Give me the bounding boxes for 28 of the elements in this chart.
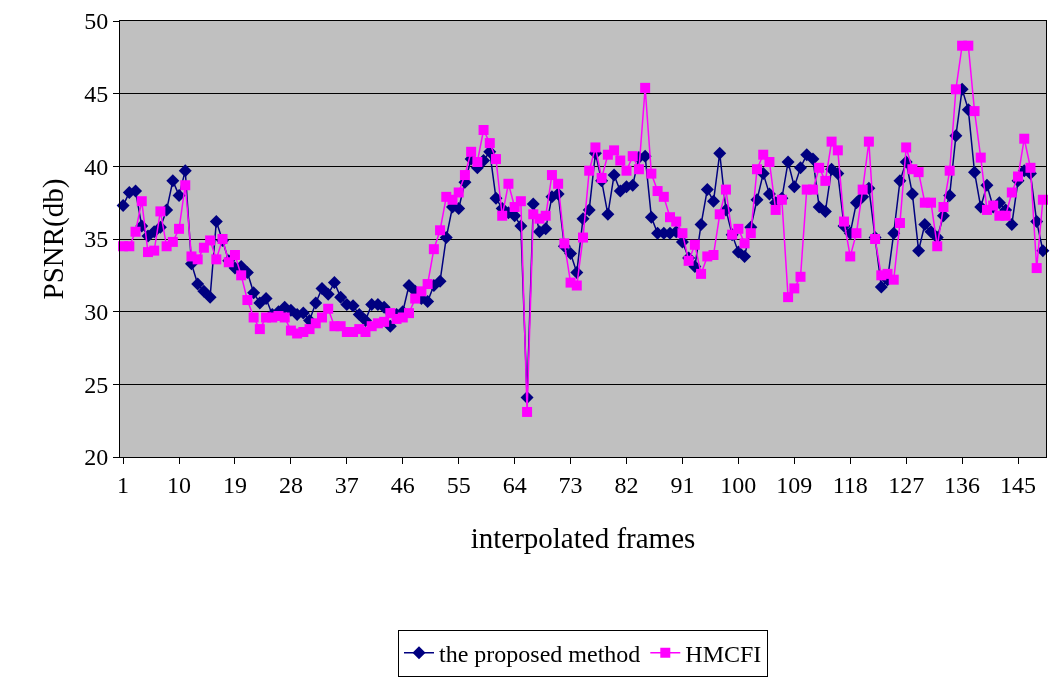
y-tick-label: 35 <box>84 226 109 253</box>
x-tick-label: 91 <box>670 471 695 498</box>
x-tick-label: 136 <box>944 471 981 498</box>
x-tick-label: 118 <box>832 471 868 498</box>
y-tick-label: 25 <box>84 371 109 398</box>
x-tick-label: 1 <box>117 471 130 498</box>
y-tick-label: 45 <box>84 81 109 108</box>
x-tick-label: 100 <box>720 471 757 498</box>
y-tick-label: 20 <box>84 444 109 471</box>
x-tick-label: 37 <box>334 471 359 498</box>
x-tick-label: 82 <box>614 471 639 498</box>
x-tick-label: 19 <box>222 471 247 498</box>
x-tick-label: 46 <box>390 471 415 498</box>
x-axis-title: interpolated frames <box>470 521 696 554</box>
legend-label: HMCFI <box>685 641 762 668</box>
x-tick-label: 109 <box>776 471 813 498</box>
x-tick-label: 73 <box>558 471 583 498</box>
y-tick-label: 50 <box>84 8 109 35</box>
legend-label: the proposed method <box>439 641 641 668</box>
y-tick-label: 40 <box>84 153 109 180</box>
x-tick-label: 10 <box>167 471 192 498</box>
x-tick-label: 64 <box>502 471 527 498</box>
x-tick-label: 28 <box>278 471 303 498</box>
y-axis-title: PSNR(db) <box>36 178 70 300</box>
x-tick-label: 127 <box>888 471 925 498</box>
x-tick-label: 55 <box>446 471 471 498</box>
x-tick-label: 145 <box>1000 471 1037 498</box>
y-tick-label: 30 <box>84 299 109 326</box>
